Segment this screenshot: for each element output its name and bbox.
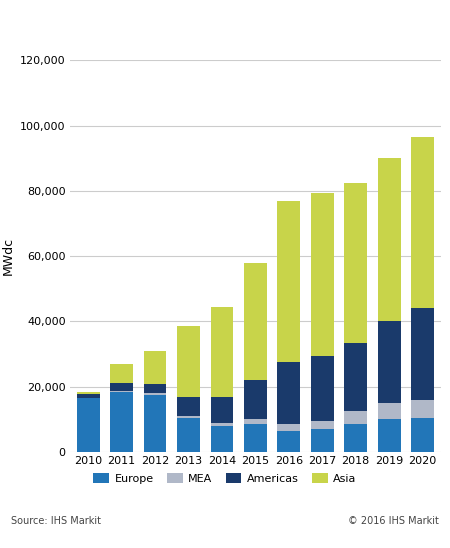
Bar (344, 342, 367, 412)
Bar (311, 192, 333, 356)
Bar (311, 421, 333, 429)
Bar (110, 383, 133, 391)
Bar (344, 182, 367, 342)
Text: Source: IHS Markit: Source: IHS Markit (11, 516, 101, 526)
Bar (344, 412, 367, 424)
Bar (411, 418, 434, 452)
Bar (177, 327, 200, 397)
Bar (144, 393, 166, 395)
Bar (144, 395, 166, 452)
Bar (244, 419, 267, 424)
Bar (77, 392, 99, 393)
Bar (278, 431, 300, 452)
Bar (77, 397, 99, 398)
Bar (278, 201, 300, 362)
Bar (144, 351, 166, 384)
Bar (177, 418, 200, 452)
Bar (378, 403, 400, 419)
Bar (211, 423, 233, 426)
Bar (278, 424, 300, 431)
Bar (411, 309, 434, 400)
Bar (244, 424, 267, 452)
Bar (144, 384, 166, 393)
Bar (344, 424, 367, 452)
Bar (211, 426, 233, 452)
Bar (311, 429, 333, 452)
Bar (378, 322, 400, 403)
Bar (378, 419, 400, 452)
Bar (211, 397, 233, 423)
Bar (110, 364, 133, 383)
Bar (77, 393, 99, 397)
Text: © 2016 IHS Markit: © 2016 IHS Markit (348, 516, 439, 526)
Text: Global PV installations by major region: Global PV installations by major region (11, 18, 377, 36)
Bar (177, 397, 200, 416)
Bar (311, 356, 333, 421)
Bar (211, 307, 233, 397)
Bar (110, 391, 133, 392)
Bar (278, 362, 300, 424)
Bar (411, 400, 434, 418)
Bar (411, 137, 434, 309)
Bar (110, 392, 133, 452)
Bar (244, 380, 267, 419)
Bar (378, 158, 400, 322)
Bar (77, 398, 99, 452)
Y-axis label: MWdc: MWdc (1, 237, 14, 275)
Bar (177, 416, 200, 418)
Bar (244, 262, 267, 380)
Legend: Europe, MEA, Americas, Asia: Europe, MEA, Americas, Asia (94, 473, 356, 483)
